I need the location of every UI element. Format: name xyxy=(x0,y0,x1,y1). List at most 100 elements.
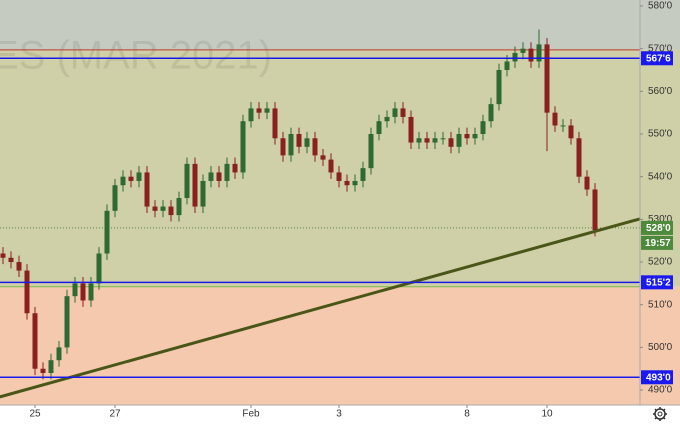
candle-body xyxy=(256,108,262,113)
candle-body xyxy=(72,283,78,297)
candle-body xyxy=(400,108,406,117)
candle-body xyxy=(376,121,382,135)
axes: 25 27 Feb 3 8 10 490'0 500'0 510'0 520'0 530'0 540'… xyxy=(29,1,673,420)
y-tick-label: 530'0 xyxy=(648,214,673,225)
x-tick-label: 10 xyxy=(541,409,553,420)
candle-body xyxy=(448,138,454,147)
last-price-box xyxy=(641,220,673,235)
settings-icon[interactable] xyxy=(653,407,667,421)
candle-body xyxy=(200,180,206,207)
candle-body xyxy=(480,121,486,135)
candle-body xyxy=(512,52,518,62)
candle-body xyxy=(504,61,510,70)
candle-body xyxy=(352,180,358,186)
candle-body xyxy=(464,134,470,139)
candle-body xyxy=(576,138,582,177)
candle-body xyxy=(56,347,62,361)
level-box xyxy=(641,51,673,66)
candle-body xyxy=(496,69,502,105)
plot xyxy=(0,29,641,399)
candle-body xyxy=(16,262,22,271)
candle-body xyxy=(112,185,118,211)
candle-body xyxy=(8,257,14,263)
candle-body xyxy=(320,155,326,160)
background xyxy=(0,0,680,408)
candle-body xyxy=(240,121,246,173)
candle-body xyxy=(312,138,318,156)
candle-body xyxy=(192,163,198,207)
candle-body xyxy=(336,172,342,181)
candle-body xyxy=(264,108,270,113)
level-box xyxy=(641,275,673,290)
x-tick-label: Feb xyxy=(242,409,260,420)
y-tick-label: 510'0 xyxy=(648,299,673,310)
y-tick-label: 500'0 xyxy=(648,342,673,353)
candle-body xyxy=(120,176,126,186)
y-tick-label: 570'0 xyxy=(648,43,673,54)
level-label: 493'0 xyxy=(646,372,671,383)
candle-body xyxy=(216,172,222,181)
y-tick-label: 550'0 xyxy=(648,129,673,140)
candle-body xyxy=(440,138,446,140)
candle-body xyxy=(528,48,534,62)
candle-body xyxy=(368,134,374,169)
candle-body xyxy=(552,112,558,126)
countdown-label: 19:57 xyxy=(645,238,671,249)
x-tick-label: 27 xyxy=(109,409,121,420)
countdown-box xyxy=(641,235,673,250)
candle-body xyxy=(80,283,86,301)
candle-body xyxy=(128,176,134,181)
candle-body xyxy=(304,138,310,147)
level-box xyxy=(641,370,673,385)
candle-body xyxy=(168,206,174,216)
x-tick-label: 25 xyxy=(29,409,41,420)
candle-body xyxy=(536,44,542,62)
y-tick-label: 580'0 xyxy=(648,1,673,12)
y-tick-label: 520'0 xyxy=(648,257,673,268)
candle-body xyxy=(344,180,350,186)
candle-body xyxy=(160,206,166,211)
candle-body xyxy=(384,116,390,122)
candle-body xyxy=(280,138,286,156)
candle-body xyxy=(248,108,254,122)
candle-body xyxy=(584,176,590,190)
candle-body xyxy=(392,108,398,117)
watermark: ES (MAR 2021) xyxy=(0,34,272,78)
candle-body xyxy=(88,283,94,301)
candle-body xyxy=(64,296,70,348)
candle-body xyxy=(568,125,574,139)
candle-body xyxy=(488,104,494,122)
candle-body xyxy=(40,368,46,374)
level-label: 567'6 xyxy=(646,53,671,64)
candle-body xyxy=(456,134,462,147)
time-axis xyxy=(0,405,680,424)
candle-body xyxy=(232,163,238,173)
trend-line xyxy=(0,217,641,399)
candle-body xyxy=(224,163,230,181)
x-tick-label: 3 xyxy=(336,409,342,420)
zone xyxy=(0,286,680,408)
candle-body xyxy=(136,172,142,181)
candle-body xyxy=(104,210,110,254)
x-tick-label: 8 xyxy=(464,409,470,420)
candle-body xyxy=(24,270,30,314)
candle-body xyxy=(592,189,598,231)
candle-body xyxy=(432,138,438,143)
zone xyxy=(0,49,680,287)
candle-body xyxy=(520,48,526,53)
candle-body xyxy=(208,172,214,181)
candle-body xyxy=(152,206,158,211)
y-tick-label: 540'0 xyxy=(648,171,673,182)
candle-body xyxy=(544,44,550,113)
candle-body xyxy=(184,163,190,199)
candle-body xyxy=(272,108,278,139)
candle-body xyxy=(472,134,478,139)
candle-body xyxy=(288,134,294,156)
candle-body xyxy=(0,253,6,258)
y-tick-label: 560'0 xyxy=(648,86,673,97)
candle-body xyxy=(328,159,334,173)
candle-body xyxy=(48,360,54,374)
candle-body xyxy=(360,168,366,181)
candle-body xyxy=(416,138,422,143)
